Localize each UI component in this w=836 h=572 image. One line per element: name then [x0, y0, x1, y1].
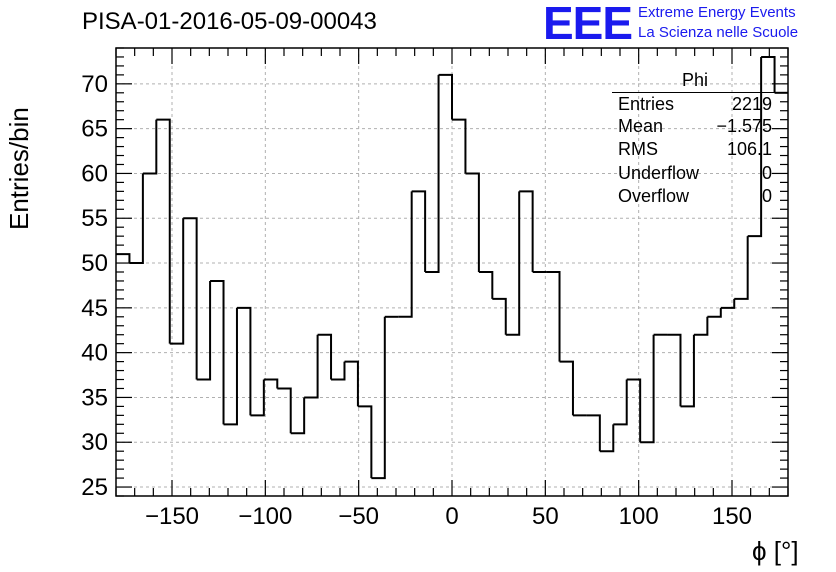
- histogram-bin: [599, 424, 615, 453]
- stats-row-entries: Entries 2219: [618, 94, 772, 116]
- y-tick-label: 35: [81, 384, 108, 411]
- histogram-bin: [626, 378, 642, 443]
- histogram-bin: [693, 316, 709, 336]
- histogram-bin: [304, 334, 319, 399]
- y-tick-label: 65: [81, 116, 108, 143]
- histogram-bin: [169, 218, 185, 345]
- histogram-bin: [734, 236, 749, 300]
- histogram-bin: [236, 306, 252, 416]
- histogram-bin: [210, 279, 225, 425]
- histogram-bin: [317, 333, 333, 380]
- chart-title: PISA-01-2016-05-09-00043: [82, 8, 377, 35]
- stats-value: 0: [761, 163, 772, 183]
- histogram-bin: [452, 118, 467, 174]
- x-tick-label: 100: [619, 503, 659, 530]
- histogram-bin: [505, 191, 521, 336]
- histogram-bin: [465, 172, 480, 272]
- y-tick-label: 45: [81, 295, 108, 322]
- histogram-bin: [411, 190, 427, 272]
- x-tick-label: −100: [238, 503, 292, 530]
- histogram-bin: [586, 414, 601, 452]
- histogram-bin: [398, 191, 413, 318]
- histogram-bin: [371, 316, 386, 480]
- y-tick-label: 50: [81, 250, 108, 277]
- x-tick-label: −50: [338, 503, 379, 530]
- logo-text-line2: La Scienza nelle Scuole: [638, 24, 799, 41]
- histogram-bin: [492, 297, 507, 335]
- histogram-bin: [196, 280, 212, 381]
- histogram-bin: [183, 217, 198, 380]
- stats-row-mean: Mean −1.575: [618, 116, 772, 138]
- histogram-bin: [519, 190, 534, 272]
- stats-value: 106.1: [726, 139, 772, 159]
- stats-box-title: Phi: [681, 70, 708, 90]
- stats-key: Mean: [618, 116, 664, 136]
- histogram-bin: [425, 74, 440, 273]
- histogram-bin: [156, 118, 171, 344]
- stats-box-divider: [612, 92, 778, 93]
- stats-value: 0: [761, 186, 772, 206]
- stats-row-rms: RMS 106.1: [618, 139, 772, 161]
- stats-box: Phi Entries 2219 Mean −1.575 RMS 106.1 U…: [612, 70, 778, 210]
- eee-logo: EEE: [543, 0, 633, 49]
- histogram-bin: [720, 298, 736, 309]
- stats-key: RMS: [618, 139, 658, 159]
- logo-text-line1: Extreme Energy Events: [638, 4, 796, 21]
- histogram-bin: [142, 119, 158, 175]
- stats-value: −1.575: [716, 116, 772, 136]
- histogram-bin: [680, 334, 695, 408]
- histogram-bin: [357, 405, 373, 479]
- y-tick-label: 60: [81, 160, 108, 187]
- histogram-bin: [761, 55, 776, 93]
- histogram-bin: [129, 173, 144, 265]
- y-tick-label: 25: [81, 474, 108, 501]
- histogram-bin: [223, 307, 238, 426]
- histogram-bin: [263, 378, 279, 389]
- stats-row-underflow: Underflow 0: [618, 163, 772, 185]
- stats-key: Entries: [618, 94, 675, 114]
- histogram-bin: [747, 56, 763, 238]
- x-tick-label: 0: [445, 503, 458, 530]
- histogram-bin: [667, 333, 682, 407]
- histogram-bin: [277, 387, 292, 434]
- histogram-bin: [290, 397, 306, 435]
- stats-value: 2219: [731, 94, 772, 114]
- histogram-bin: [331, 361, 346, 381]
- x-tick-label: 150: [712, 503, 752, 530]
- histogram-bin: [116, 253, 131, 264]
- histogram-bin: [640, 334, 655, 444]
- y-tick-label: 30: [81, 429, 108, 456]
- x-tick-label: 50: [532, 503, 559, 530]
- y-tick-label: 70: [81, 71, 108, 98]
- histogram-bin: [559, 360, 574, 416]
- histogram-bin: [344, 360, 359, 407]
- histogram-bin: [707, 307, 722, 318]
- y-tick-label: 55: [81, 205, 108, 232]
- stats-key: Underflow: [618, 163, 700, 183]
- stats-key: Overflow: [618, 186, 690, 206]
- y-tick-label: 40: [81, 340, 108, 367]
- histogram-bin: [613, 379, 628, 426]
- histogram-bin: [478, 271, 494, 299]
- x-tick-label: −150: [145, 503, 199, 530]
- histogram-bin: [438, 73, 453, 120]
- histogram-bin: [250, 379, 265, 417]
- x-axis-label: ϕ [°]: [752, 536, 799, 566]
- stats-row-overflow: Overflow 0: [618, 186, 772, 208]
- histogram-bin: [546, 271, 561, 362]
